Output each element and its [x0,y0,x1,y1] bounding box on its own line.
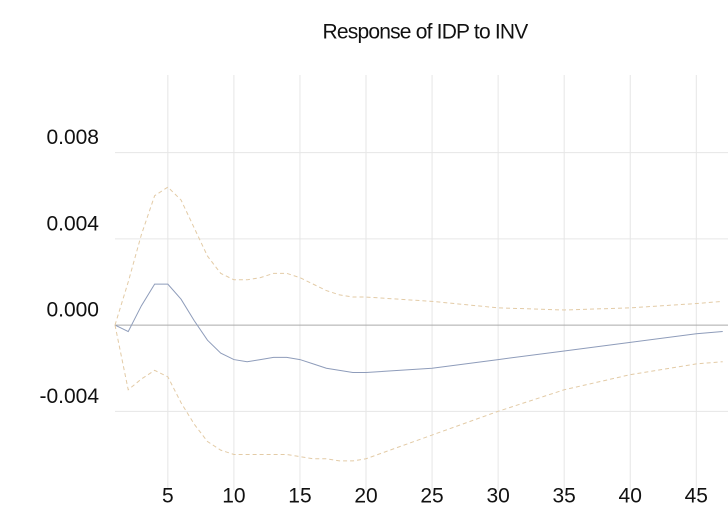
x-tick-label: 30 [486,485,509,508]
x-tick-label: 35 [553,485,576,508]
series-line [114,283,723,374]
x-tick-label: 25 [420,485,443,508]
x-tick-label: 20 [354,485,377,508]
series-line [114,324,723,462]
x-tick-label: 10 [222,485,245,508]
x-tick-label: 45 [685,485,708,508]
series-line [114,186,723,326]
y-tick-label: -0.004 [39,385,99,408]
y-tick-label: 0.000 [46,299,99,322]
x-tick-label: 15 [288,485,311,508]
chart-title: Response of IDP to INV [323,21,529,44]
y-tick-label: 0.008 [46,126,99,149]
y-tick-label: 0.004 [46,212,99,235]
x-tick-label: 40 [619,485,642,508]
x-tick-label: 5 [162,485,174,508]
